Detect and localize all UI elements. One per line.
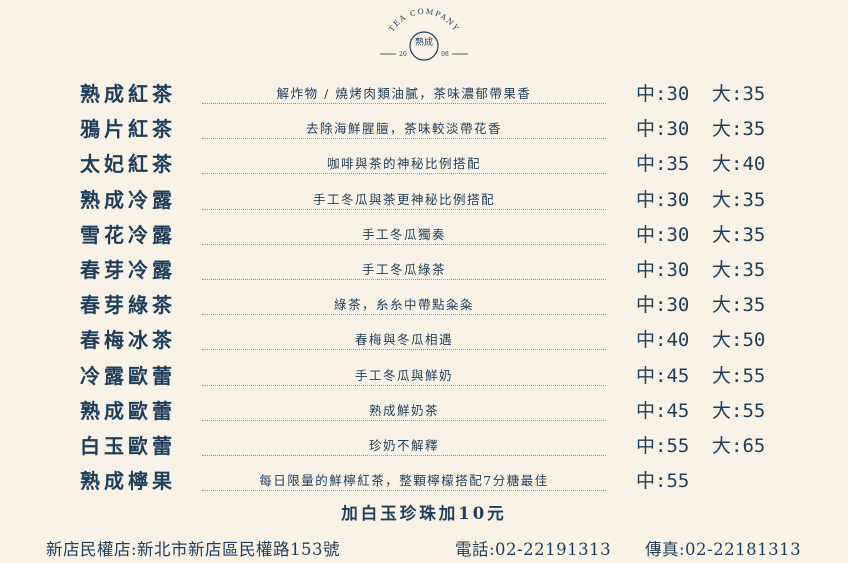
price-medium: 中:45 <box>636 364 690 387</box>
price-large: 大:35 <box>712 259 766 281</box>
price-medium: 中:40 <box>636 329 690 352</box>
price-medium: 中:35 <box>636 153 690 176</box>
drink-name: 雪花冷露 <box>80 222 176 247</box>
dotted-leader <box>202 103 606 104</box>
store-fax: 傳真:02-22181313 <box>645 540 802 559</box>
drink-description: 綠茶，糸糸中帶點粂粂 <box>333 297 474 313</box>
price-large: 大:55 <box>712 399 766 422</box>
logo-circle <box>409 31 439 61</box>
menu-row: 熟成紅茶 解炸物 / 燒烤肉類油膩，茶味濃郁帶果香 中:30 大:35 <box>0 76 848 111</box>
price-large: 大:40 <box>712 153 766 176</box>
dotted-leader <box>202 419 606 421</box>
store-footer: 新店民權店:新北市新店區民權路153號 電話:02-22191313 傳真:02… <box>0 536 848 560</box>
drink-description: 手工冬瓜綠茶 <box>361 262 446 277</box>
price-medium: 中:30 <box>636 294 690 317</box>
dotted-leader <box>202 243 606 245</box>
price-large: 大:35 <box>712 188 766 211</box>
drink-description: 去除海鮮腥膻，茶味較淡帶花香 <box>305 121 502 137</box>
price-medium: 中:30 <box>636 188 690 211</box>
drink-description: 春梅與冬瓜相遇 <box>354 332 453 348</box>
pearl-addon-note: 加白玉珍珠加10元 <box>341 504 507 523</box>
price-medium: 中:30 <box>636 223 690 246</box>
price-large: 大:35 <box>712 83 766 105</box>
drink-description: 手工冬瓜獨奏 <box>361 226 446 242</box>
dotted-leader <box>202 384 606 386</box>
menu-row: 雪花冷露 手工冬瓜獨奏 中:30 大:35 <box>0 217 848 252</box>
drink-name: 熟成冷露 <box>80 187 176 212</box>
menu-row: 熟成歐蕾 熟成鮮奶茶 中:45 大:55 <box>0 393 848 428</box>
logo-year-right: 08 <box>441 51 449 58</box>
svg-text:TEA COMPANY: TEA COMPANY <box>387 7 461 33</box>
drink-name: 熟成檸果 <box>80 469 176 494</box>
dotted-leader <box>202 138 606 140</box>
menu-row: 熟成檸果 每日限量的鮮檸紅茶，整顆檸檬搭配7分糖最佳 中:55 <box>0 463 848 498</box>
drink-description: 手工冬瓜與鮮奶 <box>354 367 453 383</box>
dotted-leader <box>202 208 606 210</box>
price-medium: 中:45 <box>636 399 690 422</box>
dotted-leader <box>202 314 606 316</box>
price-large: 大:35 <box>712 118 766 141</box>
menu-row: 熟成冷露 手工冬瓜與茶更神秘比例搭配 中:30 大:35 <box>0 182 848 217</box>
price-large: 大:35 <box>712 223 766 246</box>
drink-description: 咖啡與茶的神秘比例搭配 <box>326 156 481 172</box>
price-medium: 中:30 <box>636 118 690 141</box>
menu-row: 白玉歐蕾 珍奶不解釋 中:55 大:65 <box>0 428 848 463</box>
drink-name: 春芽綠茶 <box>80 293 176 318</box>
logo-center-text: 熟成 <box>415 36 433 48</box>
store-address: 新店民權店:新北市新店區民權路153號 <box>46 540 341 559</box>
menu-row: 冷露歐蕾 手工冬瓜與鮮奶 中:45 大:55 <box>0 358 848 393</box>
price-large: 大:55 <box>712 364 766 387</box>
store-phone: 電話:02-22191313 <box>455 540 612 559</box>
price-medium: 中:55 <box>636 435 690 457</box>
menu-row: 春芽綠茶 綠茶，糸糸中帶點粂粂 中:30 大:35 <box>0 287 848 322</box>
dotted-leader <box>202 279 606 280</box>
menu-row: 春梅冰茶 春梅與冬瓜相遇 中:40 大:50 <box>0 322 848 357</box>
price-large: 大:65 <box>712 435 766 457</box>
tea-company-logo: TEA COMPANY 熟成 20 08 <box>380 7 468 61</box>
dotted-leader <box>202 455 606 456</box>
price-medium: 中:30 <box>636 83 690 105</box>
drink-description: 熟成鮮奶茶 <box>368 402 439 418</box>
price-medium: 中:30 <box>636 259 690 281</box>
drink-description: 解炸物 / 燒烤肉類油膩，茶味濃郁帶果香 <box>276 86 532 101</box>
menu-row: 太妃紅茶 咖啡與茶的神秘比例搭配 中:35 大:40 <box>0 146 848 181</box>
menu-row: 鴉片紅茶 去除海鮮腥膻，茶味較淡帶花香 中:30 大:35 <box>0 111 848 146</box>
drink-name: 太妃紅茶 <box>80 152 176 177</box>
drink-description: 珍奶不解釋 <box>368 438 439 453</box>
dotted-leader <box>202 349 606 351</box>
drink-name: 鴉片紅茶 <box>80 117 176 142</box>
dotted-leader <box>202 490 606 492</box>
drink-name: 春梅冰茶 <box>80 328 176 353</box>
price-large: 大:50 <box>712 329 766 352</box>
logo-year-left: 20 <box>399 51 407 58</box>
drink-name: 春芽冷露 <box>80 258 176 282</box>
drink-name: 熟成歐蕾 <box>80 398 176 423</box>
drink-name: 冷露歐蕾 <box>80 363 176 388</box>
drink-name: 熟成紅茶 <box>80 82 176 106</box>
drink-description: 手工冬瓜與茶更神秘比例搭配 <box>312 191 495 207</box>
drink-name: 白玉歐蕾 <box>80 434 176 458</box>
menu-row: 春芽冷露 手工冬瓜綠茶 中:30 大:35 <box>0 252 848 287</box>
drink-description: 每日限量的鮮檸紅茶，整顆檸檬搭配7分糖最佳 <box>259 473 549 489</box>
price-medium: 中:55 <box>636 470 690 493</box>
dotted-leader <box>202 173 606 175</box>
logo-arc-text: TEA COMPANY <box>387 7 460 33</box>
price-large: 大:35 <box>712 294 766 317</box>
